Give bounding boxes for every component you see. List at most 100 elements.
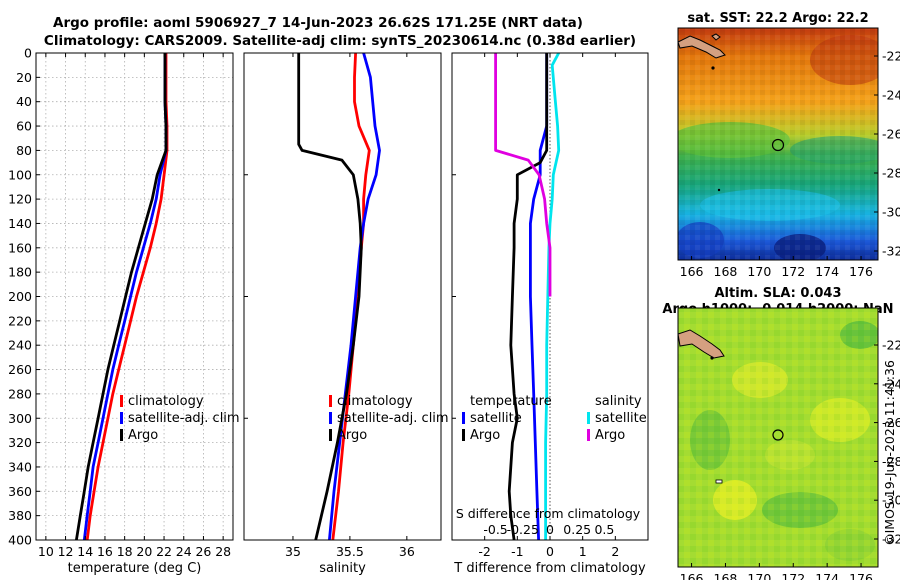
map-lon-label: 166 [680, 571, 704, 580]
legend-label-t-satellite: satellite [470, 411, 522, 426]
legend-swatch-climatology [329, 395, 332, 407]
y-tick-label: 20 [16, 70, 32, 85]
x-tick-label: 18 [117, 544, 133, 559]
x-tick-label: 0 [546, 544, 554, 559]
x-tick-label: 20 [136, 544, 152, 559]
legend-label-t-argo: Argo [470, 428, 500, 443]
sla-map-title-1: Altim. SLA: 0.043 [715, 286, 842, 301]
map-lon-label: 172 [781, 571, 805, 580]
series-line-satellite-adj-clim [328, 53, 381, 540]
legend-swatch-satellite [329, 412, 332, 424]
figure-title-line1: Argo profile: aoml 5906927_7 14-Jun-2023… [53, 15, 583, 31]
map-lon-label: 176 [849, 264, 873, 279]
y-tick-label: 260 [8, 362, 32, 377]
legend-label-s-satellite: satellite [595, 411, 647, 426]
sst-map: 166 168 170 172 174 176 -22 -24 -26 -28 -30 -32 [677, 27, 900, 280]
x-tick-label: 14 [77, 544, 93, 559]
salinity-panel: 35 35.5 36 salinity [243, 52, 442, 576]
x-tick-label: 22 [156, 544, 172, 559]
legend-label-satellite: satellite-adj. clim [337, 411, 449, 426]
y-tick-label: 340 [8, 459, 32, 474]
argo-position-marker [771, 138, 785, 152]
legend-heading-salinity: salinity [595, 394, 642, 409]
new-caledonia-land [678, 329, 725, 359]
y-tick-label: 280 [8, 386, 32, 401]
map-lat-label: -28 [882, 166, 900, 181]
y-tick-label: 100 [8, 167, 32, 182]
series-group [75, 53, 169, 540]
series-line-temperature-argo [507, 53, 549, 540]
y-tick-label: 160 [8, 240, 32, 255]
y-tick-label: 180 [8, 265, 32, 280]
salinity-legend: climatology satellite-adj. clim Argo [329, 394, 449, 443]
x-tick-label: 35.5 [336, 544, 364, 559]
sst-map-ticks: 166 168 170 172 174 176 -22 -24 -26 -28 -30 -32 [680, 49, 900, 280]
difference-panel: -2 -1 0 1 2 T difference from climatology S di… [451, 52, 649, 576]
legend-label-satellite: satellite-adj. clim [128, 411, 240, 426]
temperature-panel: 10 12 14 16 18 20 22 24 26 2802040608010012014016… [8, 46, 234, 576]
map-lat-label: -32 [882, 532, 900, 547]
series-line-climatology [85, 53, 169, 540]
y-tick-label: 320 [8, 435, 32, 450]
y-tick-label: 300 [8, 411, 32, 426]
x-tick-label: 10 [38, 544, 54, 559]
legend-label-climatology: climatology [128, 394, 204, 409]
island-dot [717, 188, 721, 192]
y-tick-label: 360 [8, 484, 32, 499]
legend-swatch-satellite [120, 412, 123, 424]
y-tick-label: 220 [8, 313, 32, 328]
x-axis-label: temperature (deg C) [68, 561, 202, 576]
series-group [494, 53, 561, 540]
map-lon-label: 176 [849, 571, 873, 580]
map-lon-label: 170 [747, 264, 771, 279]
map-lat-label: -32 [882, 244, 900, 259]
map-lon-label: 174 [815, 571, 839, 580]
legend-heading-temperature: temperature [470, 394, 552, 409]
sst-map-title: sat. SST: 22.2 Argo: 22.2 [687, 11, 868, 26]
x-axis-label: salinity [319, 561, 366, 576]
map-lon-label: 168 [714, 571, 738, 580]
new-caledonia-land [678, 35, 726, 59]
map-lat-label: -26 [882, 127, 900, 142]
s-tick-label: -0.25 [507, 522, 539, 537]
y-tick-label: 120 [8, 192, 32, 207]
temperature-legend: climatology satellite-adj. clim Argo [120, 394, 240, 443]
x-tick-label: 26 [195, 544, 211, 559]
sla-map-frame [677, 307, 879, 568]
legend-swatch-t-argo [462, 429, 465, 441]
legend-swatch-t-satellite [462, 412, 465, 424]
legend-swatch-s-argo [587, 429, 590, 441]
x-tick-label: 12 [58, 544, 74, 559]
x-tick-label: 28 [215, 544, 231, 559]
map-lat-label: -28 [882, 454, 900, 469]
map-lat-label: -24 [882, 376, 900, 391]
y-tick-label: 60 [16, 119, 32, 134]
difference-legend-temperature: temperature satellite Argo [462, 394, 552, 443]
x-tick-label: 2 [611, 544, 619, 559]
s-axis-label: S difference from climatology [456, 506, 641, 521]
y-tick-label: 200 [8, 289, 32, 304]
series-line-argo [75, 53, 168, 540]
imos-timestamp: ©IMOS 19-Jun-2023 11:41:36 [882, 360, 897, 546]
island-dot [711, 66, 715, 70]
x-tick-label: 16 [97, 544, 113, 559]
legend-label-s-argo: Argo [595, 428, 625, 443]
map-lat-label: -22 [882, 338, 900, 353]
island-dot [710, 356, 714, 360]
series-group [297, 53, 381, 540]
axes-frame [243, 52, 442, 541]
s-tick-label: -0.5 [483, 522, 507, 537]
y-tick-label: 400 [8, 533, 32, 548]
s-tick-label: 0 [546, 522, 554, 537]
y-tick-label: 380 [8, 508, 32, 523]
sla-map-ticks: 166 168 170 172 174 176 -22 -24 -26 -28 -30 -32 [680, 338, 900, 580]
map-lon-label: 174 [815, 264, 839, 279]
legend-swatch-climatology [120, 395, 123, 407]
x-tick-label: 36 [399, 544, 415, 559]
legend-swatch-s-satellite [587, 412, 590, 424]
difference-legend-salinity: salinity satellite Argo [587, 394, 647, 443]
x-tick-label: 24 [176, 544, 192, 559]
y-tick-label: 0 [24, 46, 32, 61]
legend-swatch-argo [329, 429, 332, 441]
